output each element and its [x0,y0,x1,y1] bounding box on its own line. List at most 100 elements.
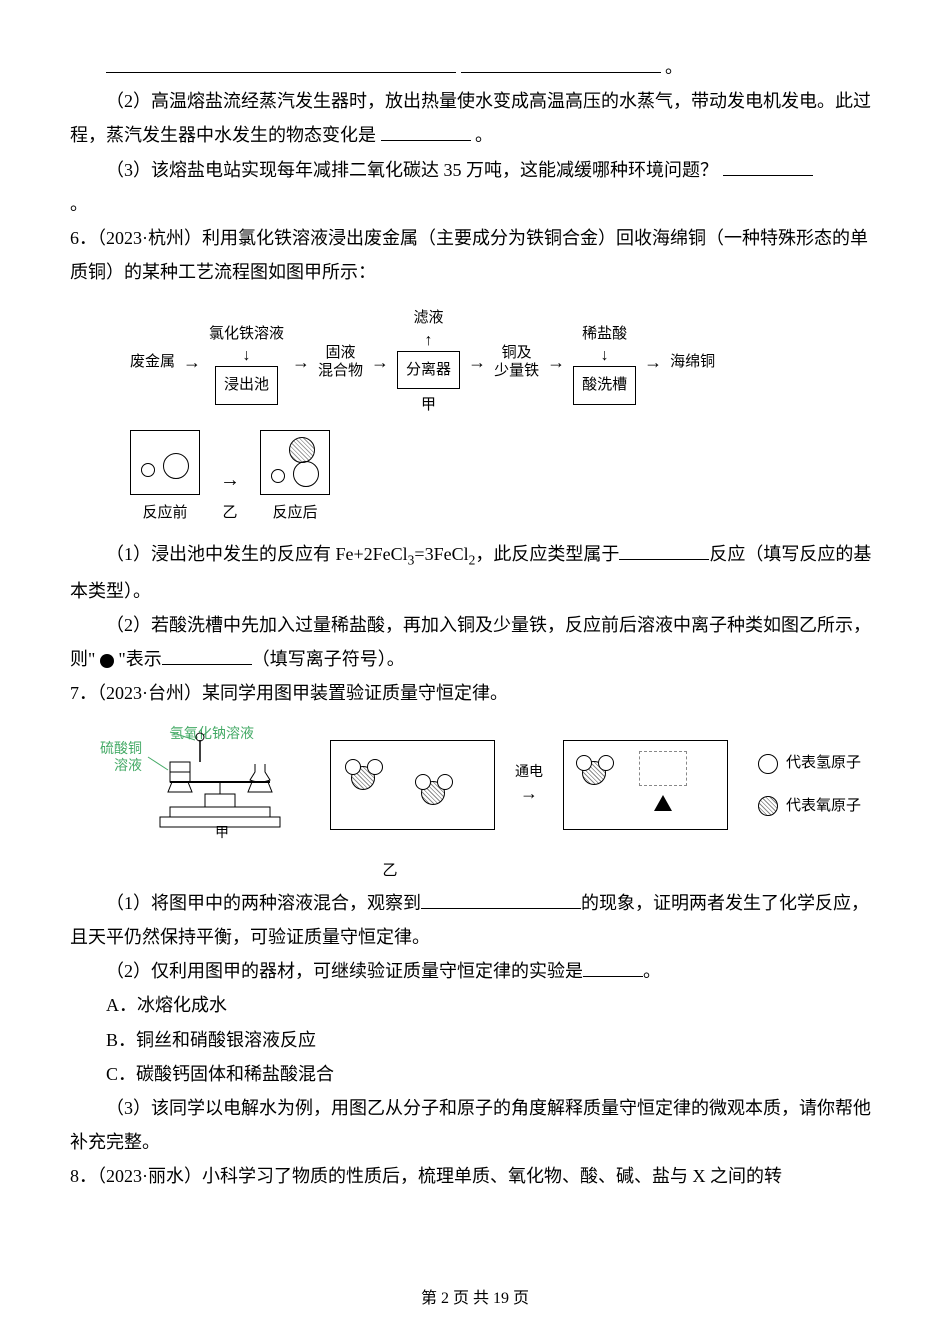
q7-2: （2）仅利用图甲的器材，可继续验证质量守恒定律的实验是。 [70,954,880,988]
waste-label: 废金属 [130,348,175,377]
q7-optA: A．冰熔化成水 [70,988,880,1022]
q6-intro: 6．（2023·杭州）利用氯化铁溶液浸出废金属（主要成分为铁铜合金）回收海绵铜（… [70,221,880,289]
para2-end: 。 [475,125,493,145]
yi-label: 乙 [222,499,237,528]
balance-svg [100,722,310,847]
jia-label: 甲 [215,821,229,848]
fecl3-label: 氯化铁溶液 [209,320,284,349]
acid-tank-stack: 稀盐酸 ↓ 酸洗槽 [573,320,636,405]
arrow-icon: → [220,461,240,499]
large-circle-icon [293,461,319,487]
before-block: 反应前 [130,430,200,528]
q7-1a: （1）将图甲中的两种溶液混合，观察到 [106,893,421,913]
td-label: 通电 [515,764,543,782]
q6-1a: （1）浸出池中发生的反应有 Fe+2FeCl [106,544,408,564]
arrow-down-icon: ↓ [243,348,251,364]
q6-intro-text: 6．（2023·杭州）利用氯化铁溶液浸出废金属（主要成分为铁铜合金）回收海绵铜（… [70,228,868,282]
yi-arrow: → 乙 [220,461,240,528]
arrow-icon: → [520,782,538,805]
dashed-box [639,751,687,786]
q-para-3: （3）该熔盐电站实现每年减排二氧化碳达 35 万吨，这能减缓哪种环境问题？ [70,153,880,187]
molecule-box-after [563,740,728,830]
yi-label-q7: 乙 [290,857,490,886]
small-circle-icon [141,463,155,477]
h-circle-icon [758,754,778,774]
q6-1-blank [619,559,709,560]
q6-2c: （填写离子符号）。 [252,649,405,669]
q7-2-blank [583,976,643,977]
diagram-yi: 反应前 → 乙 反应后 [130,430,880,528]
arrow-icon [644,345,662,379]
small-circle-icon [271,469,285,483]
q7-optC: C．碳酸钙固体和稀盐酸混合 [70,1057,880,1091]
q6-2: （2）若酸洗槽中先加入过量稀盐酸，再加入铜及少量铁，反应前后溶液中离子种类如图乙… [70,608,880,676]
diagram-q7: 氢氧化钠溶液 硫酸铜 溶液 [100,722,880,847]
para2-blank [381,140,471,141]
molecule-box-before [330,740,495,830]
para3-text: （3）该熔盐电站实现每年减排二氧化碳达 35 万吨，这能减缓哪种环境问题？ [106,160,718,180]
legend: 代表氢原子 代表氧原子 [758,749,861,820]
mixture-label: 固液 混合物 [318,344,363,380]
legend-o: 代表氧原子 [758,792,861,821]
h-atom-icon [345,759,361,775]
after-label: 反应后 [260,499,330,528]
o-circle-icon [758,796,778,816]
cufe-label: 铜及 少量铁 [494,344,539,380]
q7-1: （1）将图甲中的两种溶液混合，观察到的现象，证明两者发生了化学反应，且天平仍然保… [70,886,880,954]
before-box [130,430,200,495]
tank1-box: 浸出池 [215,366,278,405]
q7-intro-text: 7．（2023·台州）某同学用图甲装置验证质量守恒定律。 [70,683,508,703]
blank-underline-2 [461,72,661,73]
q8: 8．（2023·丽水）小科学习了物质的性质后，梳理单质、氧化物、酸、碱、盐与 X… [70,1159,880,1193]
filtrate-up: 滤液 ↑ [414,304,444,349]
q6-1: （1）浸出池中发生的反应有 Fe+2FeCl3=3FeCl2，此反应类型属于反应… [70,537,880,607]
q7-2a: （2）仅利用图甲的器材，可继续验证质量守恒定律的实验是 [106,961,583,981]
diagram-flow-jia: 废金属 氯化铁溶液 ↓ 浸出池 固液 混合物 滤液 ↑ 分离器 甲 铜及 少量铁… [130,304,880,420]
filled-circle-icon [100,654,114,668]
jia-label: 甲 [421,391,436,420]
arrow-icon [371,345,389,379]
separator-box: 分离器 [397,351,460,390]
q-para-2: （2）高温熔盐流经蒸汽发生器时，放出热量使水变成高温高压的水蒸气，带动发电机发电… [70,84,880,152]
q6-1c: ，此反应类型属于 [475,544,619,564]
para3-blank [723,175,813,176]
hcl-down: 稀盐酸 ↓ [582,320,627,365]
sponge-cu-label: 海绵铜 [670,348,715,377]
q8-text: 8．（2023·丽水）小科学习了物质的性质后，梳理单质、氧化物、酸、碱、盐与 X… [70,1166,782,1186]
td-arrow: 通电 → [515,764,543,806]
q7-3-text: （3）该同学以电解水为例，用图乙从分子和原子的角度解释质量守恒定律的微观本质，请… [70,1098,871,1152]
blank-underline-1 [106,72,456,73]
h-atom-icon [598,755,614,771]
tank1-stack: 氯化铁溶液 ↓ 浸出池 [209,320,284,405]
acid-tank-box: 酸洗槽 [573,366,636,405]
apparatus-jia: 氢氧化钠溶液 硫酸铜 溶液 [100,722,310,847]
after-block: 反应后 [260,430,330,528]
arrow-icon [183,345,201,379]
h-atom-icon [415,774,431,790]
para2-text: （2）高温熔盐流经蒸汽发生器时，放出热量使水变成高温高压的水蒸气，带动发电机发电… [70,91,871,145]
q7-3: （3）该同学以电解水为例，用图乙从分子和原子的角度解释质量守恒定律的微观本质，请… [70,1091,880,1159]
q7-intro: 7．（2023·台州）某同学用图甲装置验证质量守恒定律。 [70,676,880,710]
page-footer: 第 2 页 共 19 页 [0,1284,950,1314]
arrow-up-icon: ↑ [425,333,433,349]
h-atom-label: 代表氢原子 [786,749,861,778]
q-para-3b: 。 [70,187,880,221]
arrow-icon [292,345,310,379]
before-label: 反应前 [130,499,200,528]
h-atom-icon [367,759,383,775]
q6-2a: （2）若酸洗槽中先加入过量稀盐酸，再加入铜及少量铁，反应前后溶液中离子种类如图乙… [70,615,871,669]
hcl-label: 稀盐酸 [582,320,627,349]
legend-h: 代表氢原子 [758,749,861,778]
arrow-icon [468,345,486,379]
triangle-icon [654,795,672,811]
h-atom-icon [437,774,453,790]
q6-1b: =3FeCl [414,544,468,564]
para3b-text: 。 [70,194,88,214]
q6-2b: "表示 [114,649,162,669]
blank-line: 。 [70,50,880,84]
o-atom-label: 代表氧原子 [786,792,861,821]
after-box [260,430,330,495]
q7-optB: B．铜丝和硝酸银溶液反应 [70,1023,880,1057]
filtrate-label: 滤液 [414,304,444,333]
q7-1-blank [421,908,581,909]
